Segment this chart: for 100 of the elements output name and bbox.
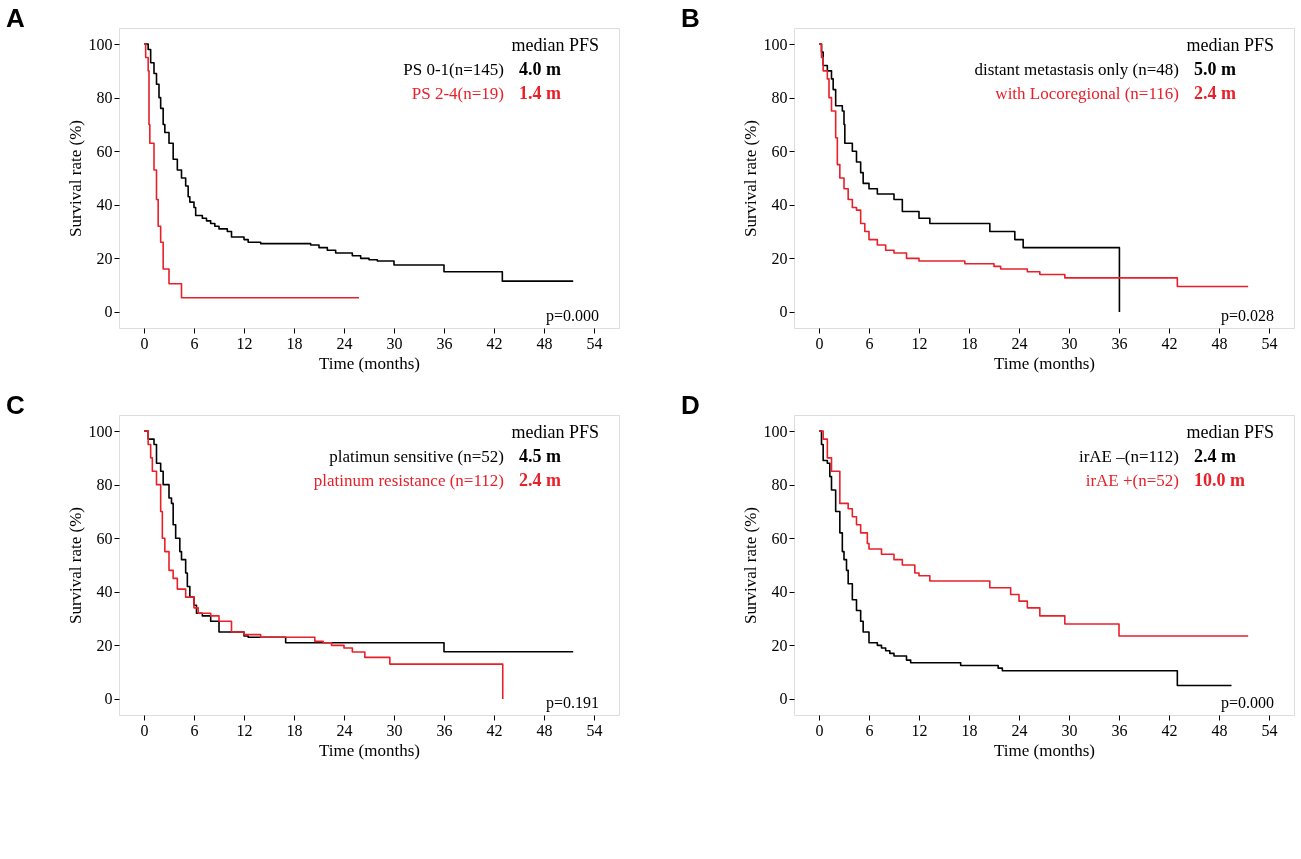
text: distant metastasis only (n=48) [974, 60, 1179, 79]
y-tick-label: 80 [96, 476, 113, 494]
y-tick-label: 0 [779, 690, 788, 708]
y-axis-title: Survival rate (%) [65, 119, 85, 238]
annotation: p=0.028 [1220, 307, 1274, 325]
x-axis-title: Time (months) [319, 740, 420, 760]
chart-title: C [6, 390, 25, 420]
x-tick-label: 18 [286, 721, 303, 739]
annotation: 10.0 m [1194, 470, 1245, 490]
x-tick-label: 30 [386, 721, 403, 739]
x-tick-label: 54 [1261, 721, 1278, 739]
annotation: 4.5 m [519, 446, 561, 466]
x-tick-label: 42 [1161, 334, 1178, 352]
x-tick-label: 30 [1061, 334, 1078, 352]
y-tick-label: 100 [763, 35, 788, 53]
y-tick-label: 100 [763, 422, 788, 440]
text: platinum resistance (n=112) [313, 471, 504, 490]
x-tick-label: 18 [286, 334, 303, 352]
x-tick-label: 12 [911, 334, 928, 352]
x-tick-label: 48 [1211, 334, 1228, 352]
y-tick-label: 60 [771, 529, 788, 547]
y-tick-label: 20 [771, 249, 788, 267]
chart-title: A [6, 3, 25, 33]
legend-title: median PFS [1186, 35, 1274, 55]
chart-title: B [681, 3, 700, 33]
x-tick-label: 12 [236, 334, 253, 352]
annotation: p=0.191 [545, 694, 599, 712]
x-tick-label: 36 [1111, 721, 1128, 739]
x-tick-label: 6 [865, 721, 874, 739]
x-tick-label: 30 [1061, 721, 1078, 739]
legend-title: median PFS [1186, 422, 1274, 442]
y-tick-label: 40 [771, 196, 788, 214]
x-tick-label: 42 [486, 334, 503, 352]
text: irAE +(n=52) [1085, 471, 1179, 490]
y-tick-label: 0 [104, 690, 113, 708]
x-axis-title: Time (months) [319, 353, 420, 373]
x-tick-label: 54 [586, 334, 603, 352]
y-tick-label: 20 [771, 636, 788, 654]
annotation: 2.4 m [1194, 83, 1236, 103]
x-tick-label: 24 [1011, 721, 1028, 739]
x-tick-label: 36 [436, 721, 453, 739]
x-axis-title: Time (months) [994, 353, 1095, 373]
y-tick-label: 100 [88, 422, 113, 440]
annotation: 5.0 m [1194, 59, 1236, 79]
y-axis-title: Survival rate (%) [740, 506, 760, 625]
x-tick-label: 48 [536, 721, 553, 739]
y-axis-title: Survival rate (%) [740, 119, 760, 238]
y-axis-title: Survival rate (%) [65, 506, 85, 625]
x-tick-label: 6 [190, 334, 199, 352]
x-tick-label: 12 [236, 721, 253, 739]
x-tick-label: 0 [140, 721, 149, 739]
x-tick-label: 24 [336, 334, 353, 352]
text: irAE –(n=112) [1078, 447, 1179, 466]
y-tick-label: 60 [96, 529, 113, 547]
annotation: p=0.000 [545, 307, 599, 325]
annotation: 4.0 m [519, 59, 561, 79]
y-tick-label: 80 [771, 476, 788, 494]
x-tick-label: 24 [336, 721, 353, 739]
x-tick-label: 42 [1161, 721, 1178, 739]
y-tick-label: 60 [771, 142, 788, 160]
x-axis-title: Time (months) [994, 740, 1095, 760]
y-tick-label: 20 [96, 249, 113, 267]
x-tick-label: 6 [190, 721, 199, 739]
y-tick-label: 40 [96, 583, 113, 601]
y-tick-label: 40 [96, 196, 113, 214]
y-tick-label: 100 [88, 35, 113, 53]
x-tick-label: 36 [1111, 334, 1128, 352]
x-tick-label: 30 [386, 334, 403, 352]
x-tick-label: 0 [815, 721, 824, 739]
chart-title: D [681, 390, 700, 420]
annotation: 1.4 m [519, 83, 561, 103]
x-tick-label: 18 [961, 721, 978, 739]
y-tick-label: 60 [96, 142, 113, 160]
y-tick-label: 80 [771, 89, 788, 107]
x-tick-label: 42 [486, 721, 503, 739]
text: PS 0-1(n=145) [403, 60, 504, 79]
annotation: 2.4 m [519, 470, 561, 490]
y-tick-label: 20 [96, 636, 113, 654]
text: with Locoregional (n=116) [995, 84, 1179, 103]
y-tick-label: 0 [779, 303, 788, 321]
text: platimun sensitive (n=52) [329, 447, 504, 466]
x-tick-label: 48 [1211, 721, 1228, 739]
y-tick-label: 40 [771, 583, 788, 601]
x-tick-label: 54 [1261, 334, 1278, 352]
x-tick-label: 18 [961, 334, 978, 352]
legend-title: median PFS [511, 35, 599, 55]
y-tick-label: 80 [96, 89, 113, 107]
x-tick-label: 54 [586, 721, 603, 739]
x-tick-label: 0 [140, 334, 149, 352]
legend-title: median PFS [511, 422, 599, 442]
annotation: p=0.000 [1220, 694, 1274, 712]
x-tick-label: 12 [911, 721, 928, 739]
text: PS 2-4(n=19) [411, 84, 504, 103]
x-tick-label: 48 [536, 334, 553, 352]
x-tick-label: 24 [1011, 334, 1028, 352]
x-tick-label: 0 [815, 334, 824, 352]
y-tick-label: 0 [104, 303, 113, 321]
x-tick-label: 36 [436, 334, 453, 352]
x-tick-label: 6 [865, 334, 874, 352]
annotation: 2.4 m [1194, 446, 1236, 466]
